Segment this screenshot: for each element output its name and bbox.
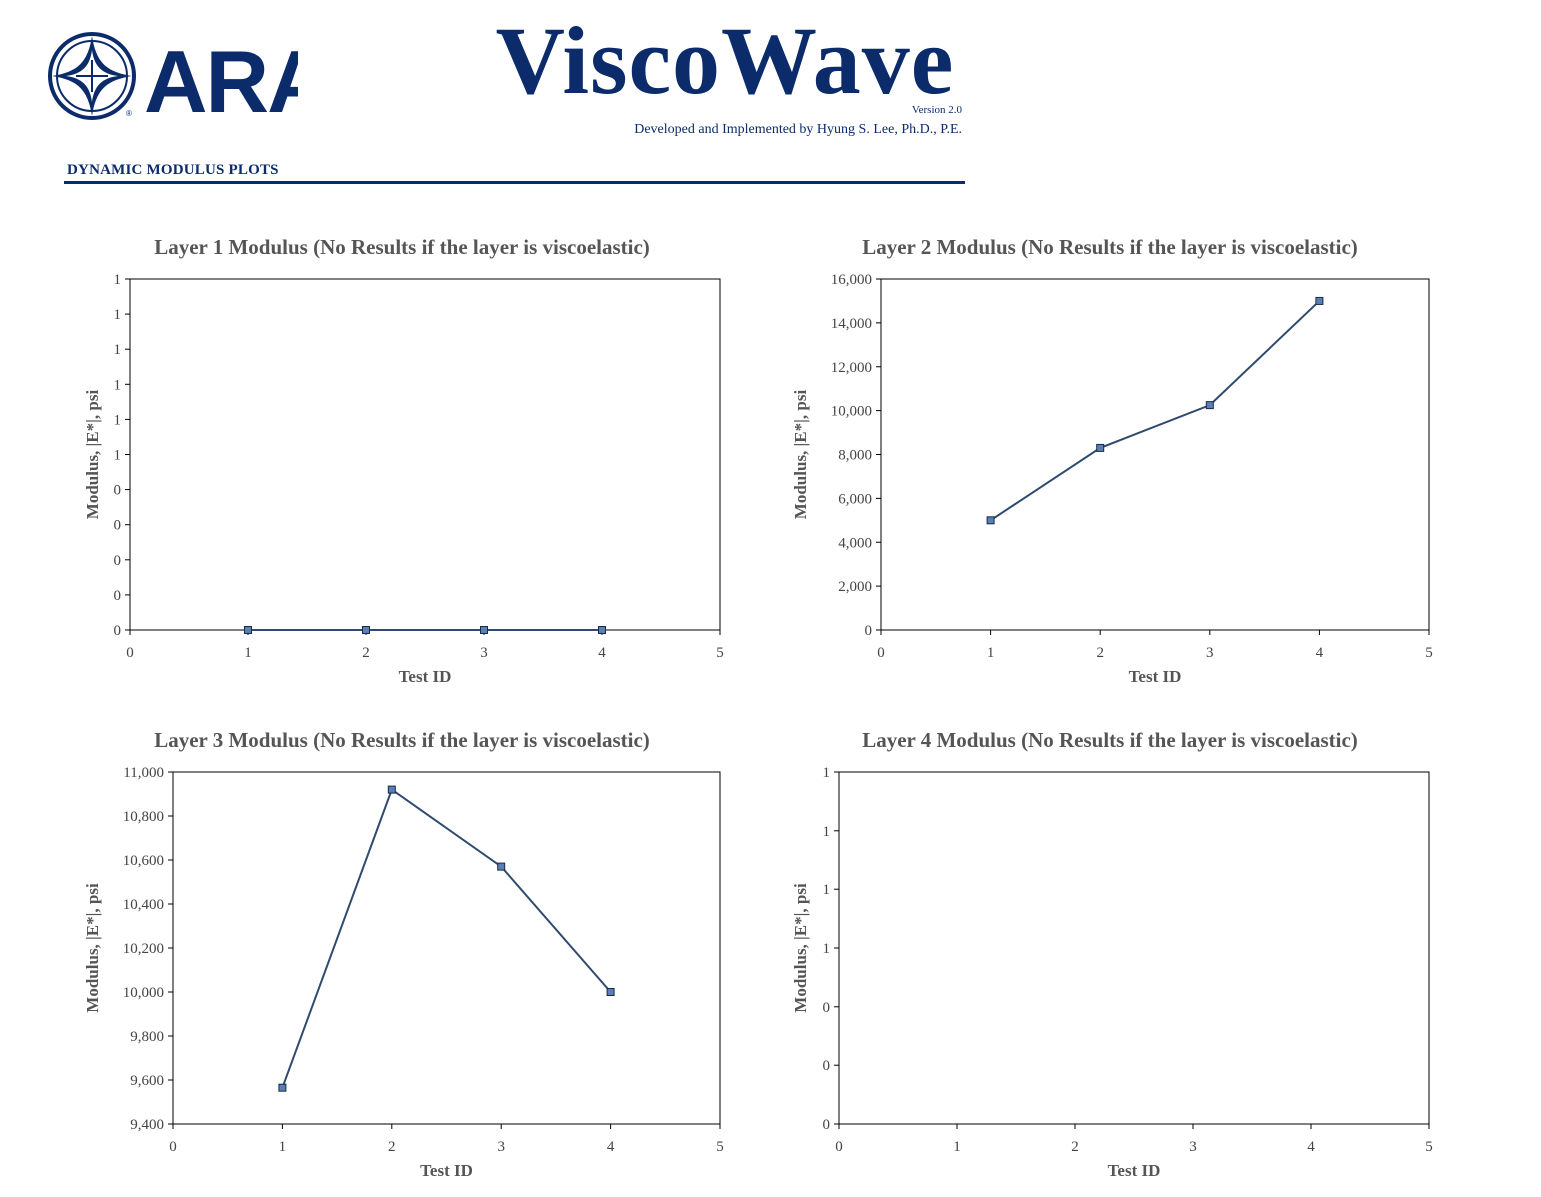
chart-2-plot-area	[880, 278, 1430, 631]
chart-2-data-point	[1315, 296, 1324, 305]
chart-2-xtick-label: 5	[1425, 645, 1433, 661]
chart-3-xlabel: Test ID	[420, 1161, 473, 1180]
chart-4-title: Layer 4 Modulus (No Results if the layer…	[862, 728, 1358, 752]
chart-1-xtick-label: 5	[716, 645, 724, 661]
chart-4-ytick-label: 1	[823, 882, 831, 898]
chart-2-data-point	[1205, 401, 1214, 410]
chart-1-xlabel: Test ID	[399, 667, 452, 686]
chart-2-ytick-label: 16,000	[831, 272, 872, 288]
chart-1-ylabel: Modulus, |E*|, psi	[83, 390, 102, 520]
chart-1-ytick-label: 1	[114, 448, 122, 464]
chart-1-ytick-label: 0	[114, 588, 122, 604]
chart-2-data-point	[1096, 443, 1105, 452]
chart-1-xtick-label: 0	[126, 645, 134, 661]
chart-3-data-point	[278, 1083, 287, 1092]
chart-2-ytick-label: 8,000	[838, 448, 872, 464]
chart-4-xtick-label: 2	[1071, 1139, 1079, 1155]
chart-1-ytick-label: 0	[114, 623, 122, 639]
chart-4-xtick-label: 4	[1307, 1139, 1315, 1155]
chart-1-xtick-label: 4	[598, 645, 606, 661]
chart-4-ylabel: Modulus, |E*|, psi	[791, 883, 810, 1013]
chart-3-ytick-label: 9,800	[130, 1029, 164, 1045]
chart-4-ytick-label: 0	[823, 1117, 831, 1133]
chart-3-xtick-label: 1	[279, 1139, 287, 1155]
chart-4-ytick-label: 1	[823, 824, 831, 840]
chart-3-ytick-label: 10,400	[123, 897, 164, 913]
chart-2-title: Layer 2 Modulus (No Results if the layer…	[862, 235, 1358, 259]
chart-1-data-point	[598, 626, 606, 634]
chart-1-ytick-label: 1	[114, 272, 122, 288]
chart-3-series-line	[281, 788, 612, 1089]
chart-2-xtick-label: 2	[1096, 645, 1104, 661]
chart-1-title: Layer 1 Modulus (No Results if the layer…	[154, 235, 650, 259]
chart-3-xtick-label: 2	[388, 1139, 396, 1155]
chart-3-xtick-label: 3	[497, 1139, 505, 1155]
chart-2-series-line	[990, 300, 1321, 522]
chart-4-xtick-label: 1	[953, 1139, 961, 1155]
chart-4-ytick-label: 0	[823, 1000, 831, 1016]
chart-3-ylabel: Modulus, |E*|, psi	[83, 883, 102, 1013]
chart-3-ytick-label: 11,000	[123, 765, 164, 781]
chart-1-ytick-label: 1	[114, 412, 122, 428]
chart-1-data-point	[244, 626, 252, 634]
chart-2-ytick-label: 10,000	[831, 404, 872, 420]
chart-3-data-point	[606, 988, 615, 996]
chart-2-ytick-label: 2,000	[838, 579, 872, 595]
chart-1-ytick-label: 1	[114, 377, 122, 393]
chart-2-ylabel: Modulus, |E*|, psi	[791, 390, 810, 520]
chart-2-ytick-label: 12,000	[831, 360, 872, 376]
chart-3-xtick-label: 0	[169, 1139, 177, 1155]
chart-3-plot-area	[172, 771, 721, 1125]
chart-3-ytick-label: 10,200	[123, 941, 164, 957]
chart-3-xtick-label: 5	[716, 1139, 724, 1155]
chart-3-ytick-label: 10,800	[123, 809, 164, 825]
credit-line: Developed and Implemented by Hyung S. Le…	[634, 122, 962, 137]
section-rule	[64, 181, 965, 184]
chart-4-ytick-label: 0	[823, 1058, 831, 1074]
chart-1-xtick-label: 2	[362, 645, 370, 661]
app-title: ViscoWave	[495, 7, 955, 114]
chart-2-xtick-label: 3	[1206, 645, 1214, 661]
chart-2-data-point	[986, 516, 995, 525]
chart-4-ytick-label: 1	[823, 941, 831, 957]
chart-1-ytick-label: 1	[114, 307, 122, 323]
chart-1-xtick-label: 1	[244, 645, 252, 661]
chart-3-data-point	[497, 862, 506, 871]
chart-4-xlabel: Test ID	[1108, 1161, 1161, 1180]
chart-4-plot-area	[838, 771, 1430, 1125]
chart-4-xtick-label: 0	[835, 1139, 843, 1155]
chart-1-xtick-label: 3	[480, 645, 488, 661]
version-label: Version 2.0	[911, 104, 962, 116]
chart-2-ytick-label: 6,000	[838, 491, 872, 507]
chart-2-xtick-label: 4	[1316, 645, 1324, 661]
chart-1-ytick-label: 1	[114, 342, 122, 358]
chart-1-data-point	[480, 626, 488, 634]
chart-3-xtick-label: 4	[607, 1139, 615, 1155]
svg-text:®: ®	[126, 109, 132, 118]
chart-3-ytick-label: 10,600	[123, 853, 164, 869]
chart-3-ytick-label: 9,600	[130, 1073, 164, 1089]
chart-4-xtick-label: 3	[1189, 1139, 1197, 1155]
chart-1-ytick-label: 0	[114, 518, 122, 534]
chart-1-data-point	[362, 626, 370, 634]
chart-4-ytick-label: 1	[823, 765, 831, 781]
chart-3-ytick-label: 10,000	[123, 985, 164, 1001]
chart-3-title: Layer 3 Modulus (No Results if the layer…	[154, 728, 650, 752]
chart-2-xtick-label: 0	[877, 645, 885, 661]
section-title: DYNAMIC MODULUS PLOTS	[67, 162, 279, 178]
chart-3-data-point	[387, 785, 396, 794]
chart-2-xlabel: Test ID	[1129, 667, 1182, 686]
chart-2-ytick-label: 4,000	[838, 535, 872, 551]
chart-1-ytick-label: 0	[114, 483, 122, 499]
chart-1-ytick-label: 0	[114, 553, 122, 569]
chart-2-ytick-label: 14,000	[831, 316, 872, 332]
chart-4-xtick-label: 5	[1425, 1139, 1433, 1155]
chart-1-plot-area	[129, 278, 721, 631]
chart-3-ytick-label: 9,400	[130, 1117, 164, 1133]
chart-2-xtick-label: 1	[987, 645, 995, 661]
chart-2-ytick-label: 0	[865, 623, 873, 639]
